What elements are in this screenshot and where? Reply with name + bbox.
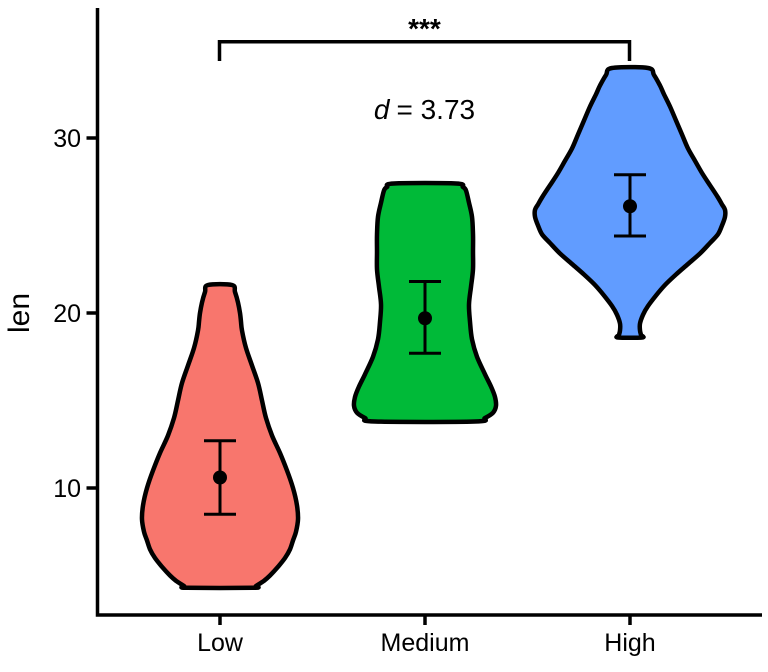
errorbar-low bbox=[204, 439, 236, 516]
y-tick-label: 20 bbox=[53, 300, 81, 328]
effect-size-value: = 3.73 bbox=[396, 94, 475, 125]
violin-low bbox=[139, 281, 301, 591]
mean-point-high bbox=[623, 199, 637, 214]
axis-lines bbox=[95, 8, 762, 617]
errorbar-medium bbox=[409, 280, 441, 355]
x-tick-label-medium: Medium bbox=[381, 629, 470, 657]
mean-point-medium bbox=[418, 311, 432, 326]
errorbar-high bbox=[614, 173, 646, 238]
x-tick-label-high: High bbox=[604, 629, 655, 657]
mean-point-low bbox=[213, 470, 227, 485]
x-tick-label-low: Low bbox=[197, 629, 244, 657]
effect-size-symbol: d bbox=[374, 94, 391, 125]
significance-bracket bbox=[217, 40, 632, 61]
y-tick-label: 30 bbox=[53, 125, 81, 153]
significance-label: *** bbox=[408, 13, 441, 44]
effect-size-label: d = 3.73 bbox=[374, 94, 475, 125]
y-axis-title: len bbox=[3, 293, 36, 333]
y-tick-label: 10 bbox=[53, 475, 81, 503]
